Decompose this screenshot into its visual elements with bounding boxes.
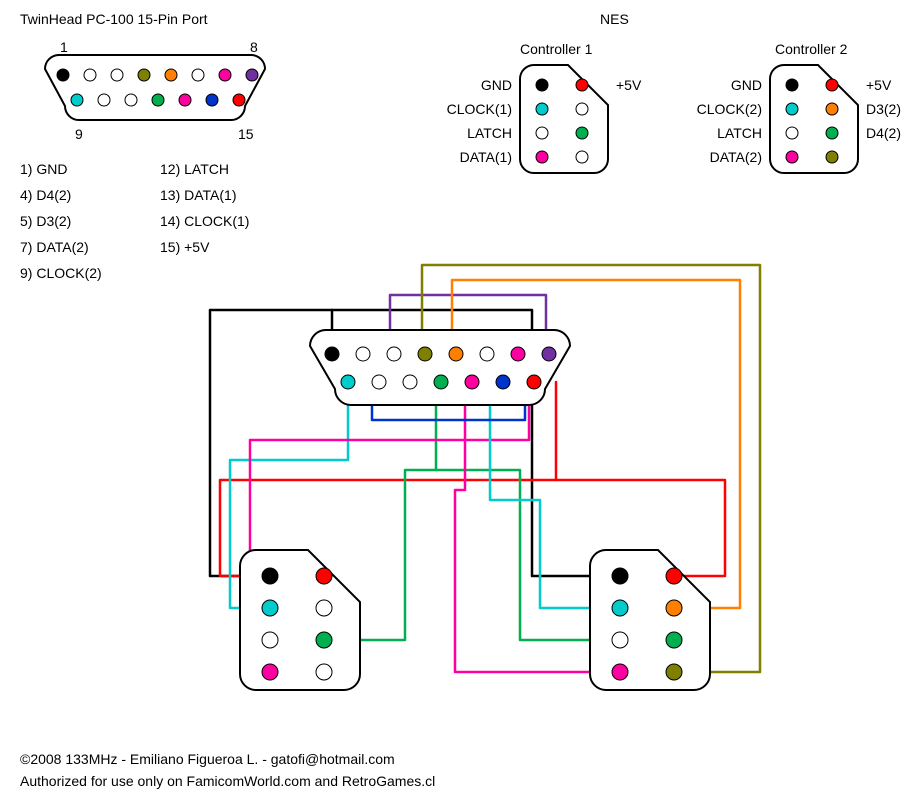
label-plus5v: +5V	[616, 77, 642, 93]
label-list_right-2: 14) CLOCK(1)	[160, 213, 249, 229]
label-list_right-3: 15) +5V	[160, 239, 210, 255]
label-credit1: ©2008 133MHz - Emiliano Figueroa L. - ga…	[20, 751, 395, 767]
label-top_left_title: TwinHead PC-100 15-Pin Port	[20, 11, 208, 27]
label-gnd: GND	[481, 77, 512, 93]
label-gnd: GND	[731, 77, 762, 93]
label-plus5v: +5V	[866, 77, 892, 93]
label-list_left-2: 5) D3(2)	[20, 213, 71, 229]
label-list_left-3: 7) DATA(2)	[20, 239, 89, 255]
label-ctrl2: Controller 2	[775, 41, 848, 57]
label-list_left-1: 4) D4(2)	[20, 187, 71, 203]
label-n9: 9	[75, 126, 83, 142]
label-latch: LATCH	[467, 125, 512, 141]
label-clock2: CLOCK(2)	[697, 101, 762, 117]
label-nes: NES	[600, 11, 629, 27]
label-data1: DATA(1)	[460, 149, 512, 165]
label-d3_2: D3(2)	[866, 101, 901, 117]
label-list_right-1: 13) DATA(1)	[160, 187, 237, 203]
label-data2: DATA(2)	[710, 149, 762, 165]
label-n1: 1	[60, 39, 68, 55]
label-list_right-0: 12) LATCH	[160, 161, 229, 177]
label-ctrl1: Controller 1	[520, 41, 593, 57]
label-n8: 8	[250, 39, 258, 55]
label-list_left-4: 9) CLOCK(2)	[20, 265, 102, 281]
label-credit2: Authorized for use only on FamicomWorld.…	[20, 773, 435, 789]
label-latch: LATCH	[717, 125, 762, 141]
label-list_left-0: 1) GND	[20, 161, 67, 177]
label-n15: 15	[238, 126, 254, 142]
label-d4_2: D4(2)	[866, 125, 901, 141]
label-clock1: CLOCK(1)	[447, 101, 512, 117]
